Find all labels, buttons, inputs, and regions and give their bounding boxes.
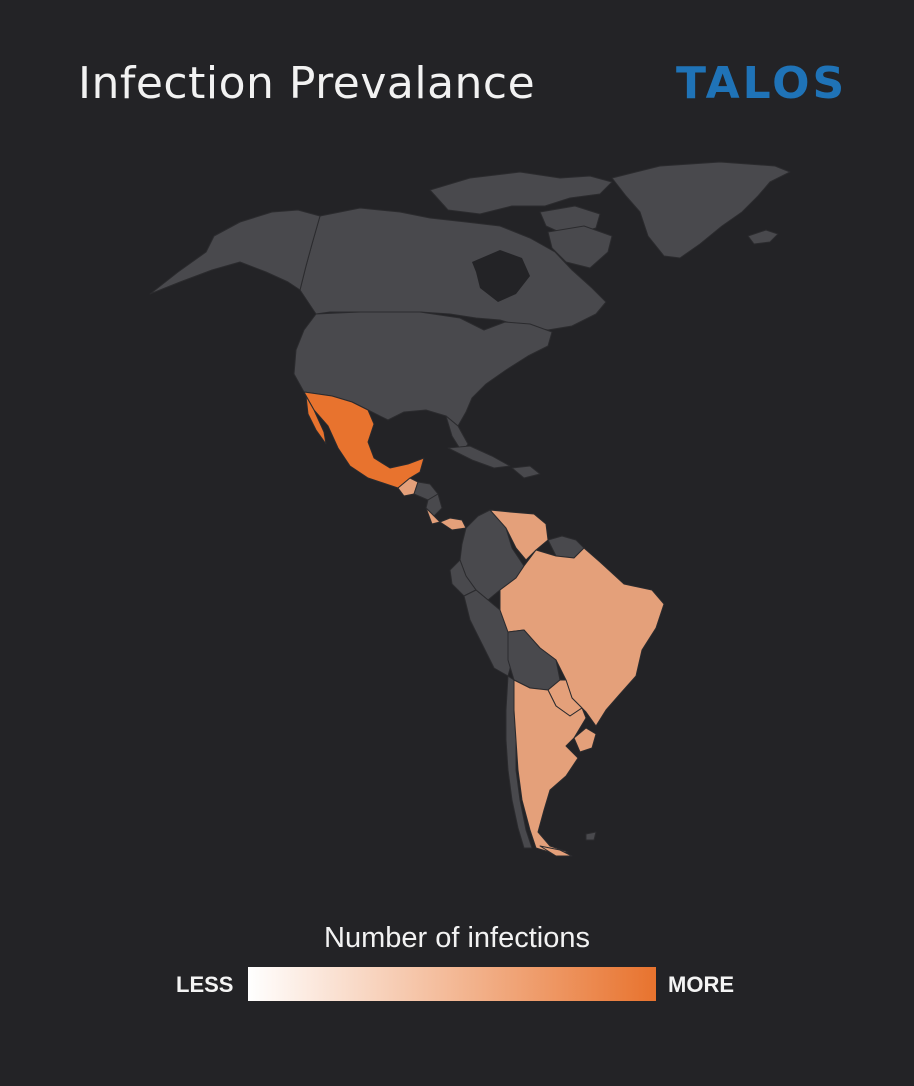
region-alaska xyxy=(149,209,321,295)
country-cuba xyxy=(447,445,511,469)
island-iceland xyxy=(747,229,779,245)
island-tierra-del-fuego xyxy=(539,845,573,857)
legend-gradient-bar xyxy=(248,967,656,1001)
legend-more-label: MORE xyxy=(668,972,734,997)
island-arctic-1 xyxy=(429,171,613,215)
country-argentina xyxy=(513,679,587,855)
region-baja-california xyxy=(305,395,327,445)
island-baffin xyxy=(547,225,613,269)
talos-logo: TALOS xyxy=(676,58,848,109)
country-hispaniola xyxy=(511,465,541,479)
country-uruguay xyxy=(573,727,597,753)
americas-map xyxy=(149,161,791,857)
legend-title: Number of infections xyxy=(324,922,590,954)
country-panama xyxy=(439,517,467,531)
country-greenland xyxy=(611,161,791,259)
country-venezuela xyxy=(489,509,549,561)
page-title: Infection Prevalance xyxy=(78,58,536,109)
water-hudson-bay xyxy=(472,250,530,302)
country-honduras xyxy=(413,481,439,501)
country-mexico xyxy=(303,391,425,489)
legend-less-label: LESS xyxy=(176,972,234,997)
island-falklands xyxy=(585,831,597,841)
country-nicaragua xyxy=(425,493,443,517)
